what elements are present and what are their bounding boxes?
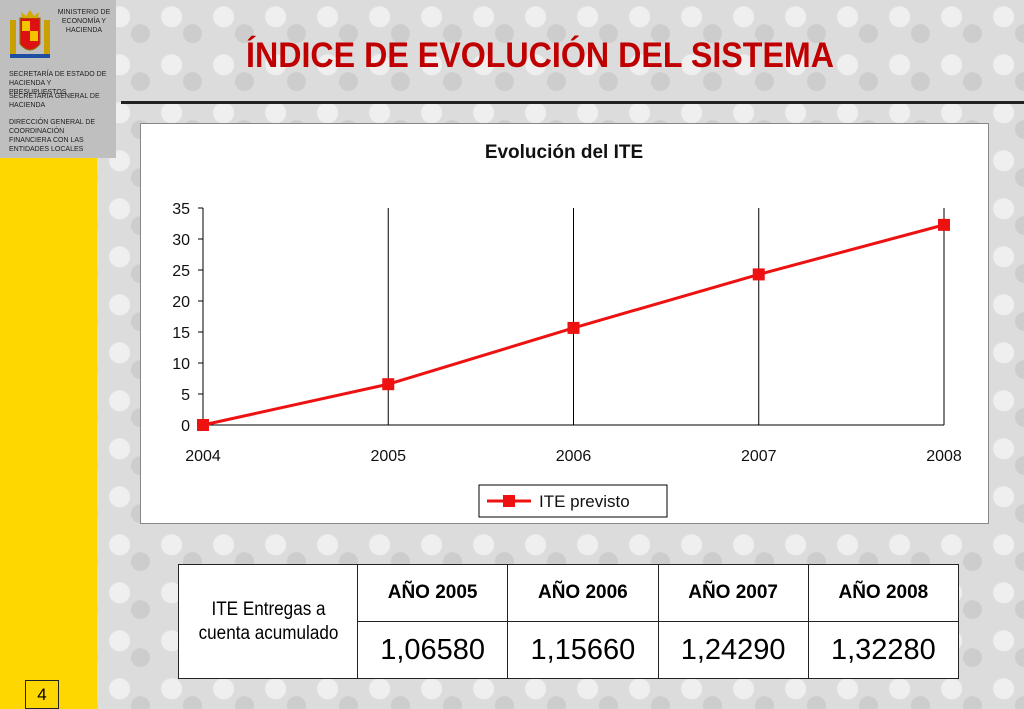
- chart-title: Evolución del ITE: [485, 142, 643, 163]
- value-cell: 1,24290: [657, 621, 809, 679]
- page-number: 4: [25, 680, 59, 709]
- x-tick-label: 2005: [370, 448, 406, 465]
- data-point: [197, 419, 209, 431]
- direccion-general: DIRECCIÓN GENERAL DE COORDINACIÓN FINANC…: [9, 119, 96, 153]
- x-tick-label: 2008: [926, 448, 962, 465]
- y-tick-label: 0: [181, 418, 190, 435]
- value-cell: 1,15660: [507, 621, 659, 679]
- data-point: [938, 218, 950, 231]
- page-title: ÍNDICE DE EVOLUCIÓN DEL SISTEMA: [246, 36, 835, 75]
- secretaria-general: SECRETARÍA GENERAL DE HACIENDA: [9, 93, 100, 109]
- secretaria-estado: SECRETARÍA DE ESTADO DE HACIENDA Y PRESU…: [9, 71, 107, 96]
- x-tick-label: 2007: [741, 448, 777, 465]
- ministry-line: ECONOMÍA Y: [61, 18, 107, 25]
- x-tick-label: 2004: [185, 448, 221, 465]
- y-tick-label: 25: [172, 263, 190, 280]
- data-point: [752, 268, 765, 281]
- data-point: [567, 321, 580, 334]
- ite-line-chart: Evolución del ITE 0 5 10 15 20 25 30 35 2004 2005…: [172, 142, 962, 518]
- y-tick-label: 35: [172, 201, 190, 218]
- x-tick-label: 2006: [556, 448, 592, 465]
- y-tick-label: 10: [172, 356, 190, 373]
- year-header: AÑO 2006: [507, 564, 659, 622]
- chart-panel: Evolución del ITE 0 5 10 15 20 25 30 35 2004 2005…: [140, 123, 989, 524]
- y-tick-label: 30: [172, 232, 190, 249]
- coat-of-arms-icon: [10, 10, 50, 58]
- value-cell: 1,32280: [807, 621, 960, 679]
- ministry-name: MINISTERIO DE ECONOMÍA Y HACIENDA: [56, 8, 112, 35]
- year-header: AÑO 2005: [356, 564, 509, 622]
- legend-label: ITE previsto: [539, 492, 630, 511]
- title-divider: [121, 101, 1024, 104]
- year-header: AÑO 2007: [657, 564, 809, 622]
- row-header: ITE Entregas a cuenta acumulado: [187, 564, 349, 679]
- y-tick-label: 5: [181, 387, 190, 404]
- legend-marker: [503, 495, 515, 507]
- ministry-line: MINISTERIO DE: [57, 9, 111, 16]
- value-cell: 1,06580: [356, 621, 509, 679]
- y-tick-label: 20: [172, 294, 190, 311]
- year-header: AÑO 2008: [807, 564, 960, 622]
- sidebar-header: [0, 0, 116, 158]
- ministry-line: HACIENDA: [65, 27, 103, 34]
- data-point: [382, 378, 395, 391]
- y-tick-label: 15: [172, 325, 190, 342]
- ite-table: ITE Entregas a cuenta acumulado AÑO 2005…: [178, 564, 960, 679]
